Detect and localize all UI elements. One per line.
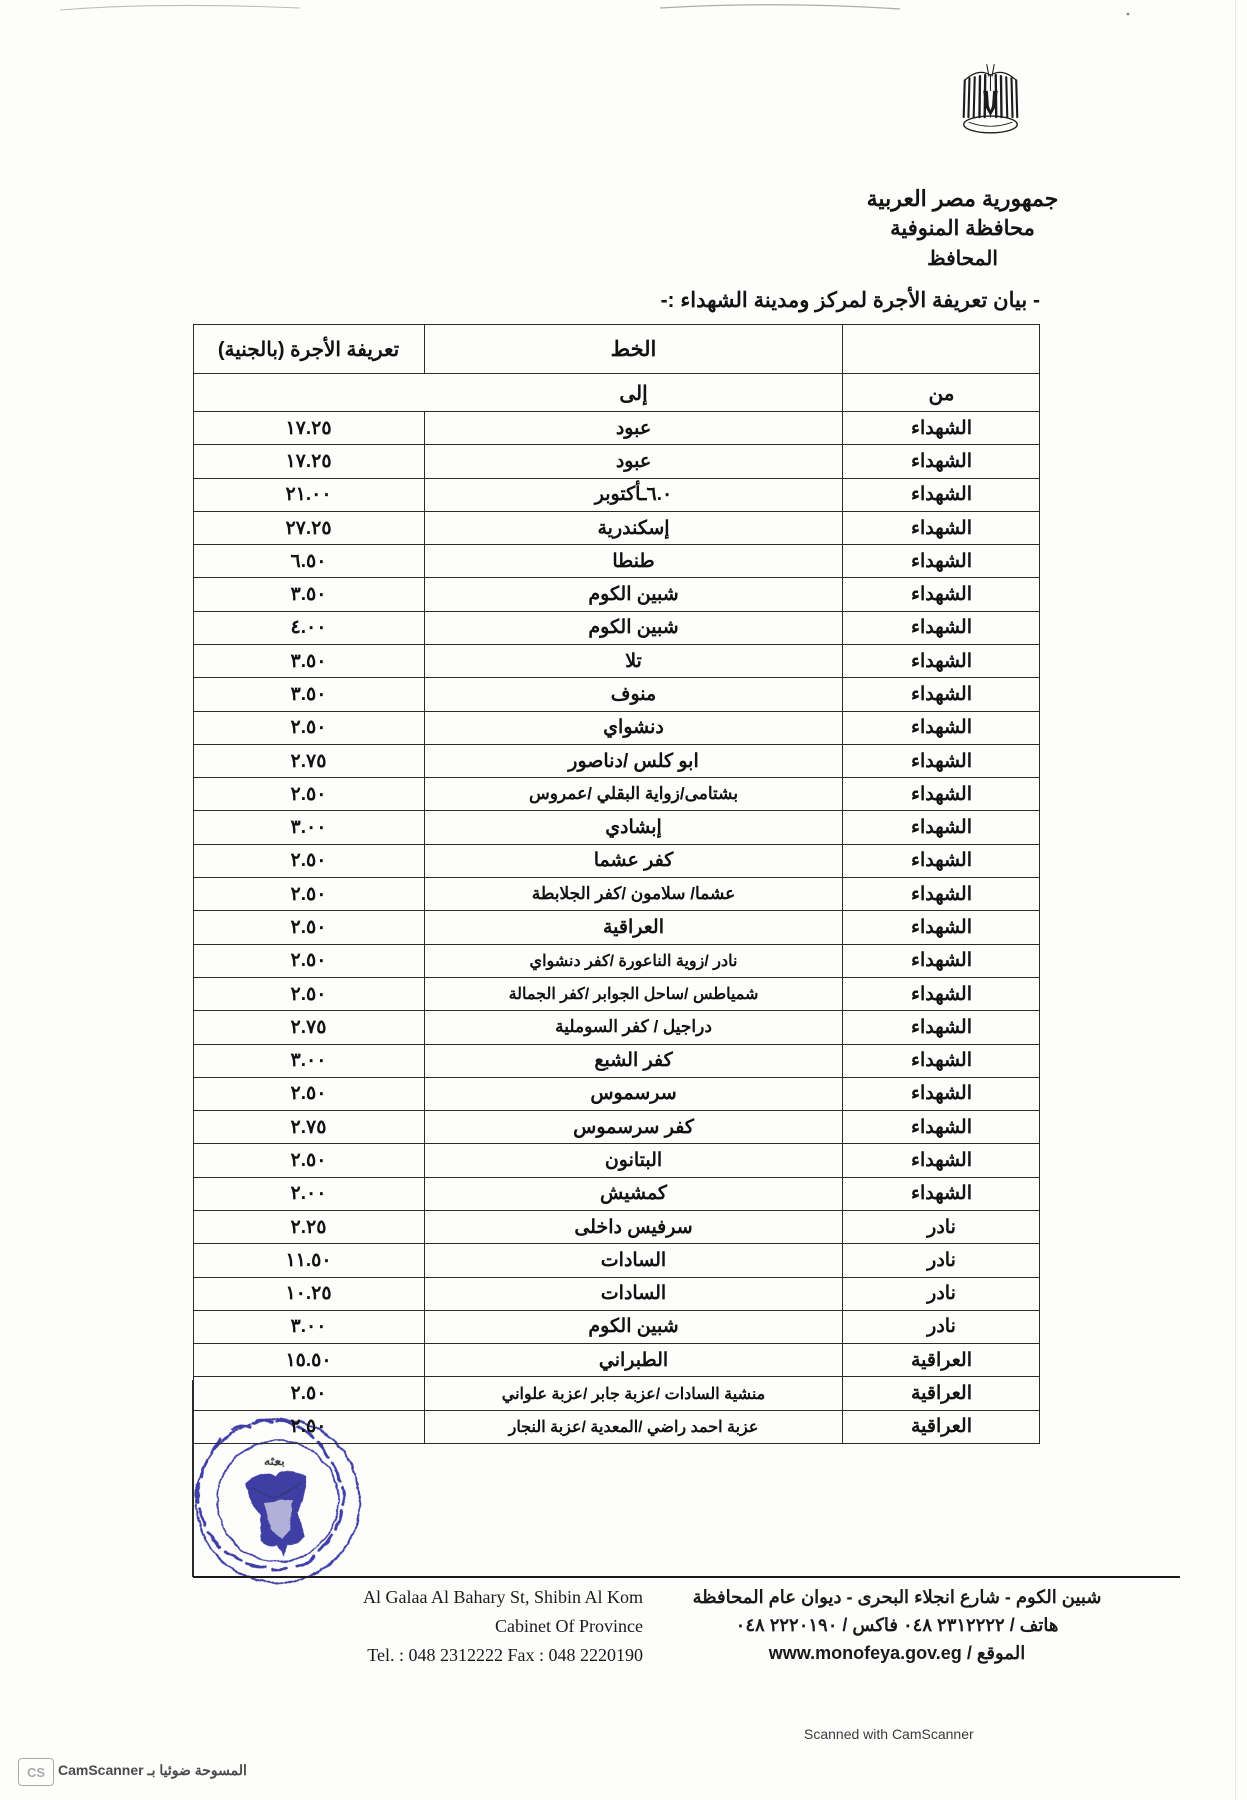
svg-text:بعثه: بعثه: [262, 1453, 285, 1470]
